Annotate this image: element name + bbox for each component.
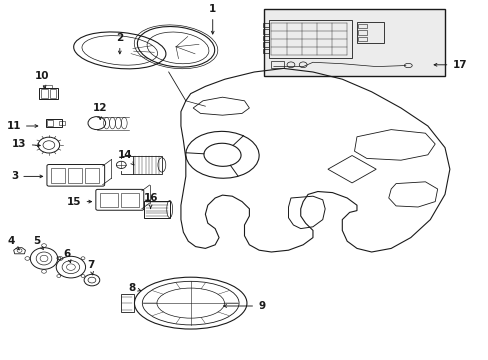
Text: 16: 16 <box>143 193 158 208</box>
Text: 10: 10 <box>34 71 49 88</box>
Bar <box>268 20 351 58</box>
Bar <box>358 30 366 35</box>
Bar <box>121 193 139 207</box>
Bar <box>85 168 99 183</box>
Bar <box>121 294 134 312</box>
Bar <box>41 89 48 98</box>
Text: 14: 14 <box>117 150 134 165</box>
Text: 11: 11 <box>6 121 38 131</box>
Text: 17: 17 <box>433 60 466 70</box>
Bar <box>50 89 56 98</box>
Bar <box>144 201 169 218</box>
Bar <box>46 119 62 127</box>
Bar <box>263 36 268 40</box>
Bar <box>100 193 118 207</box>
Bar <box>263 29 268 34</box>
Text: 2: 2 <box>116 33 123 54</box>
Bar <box>271 61 283 68</box>
Text: 15: 15 <box>67 197 91 207</box>
Bar <box>264 9 444 76</box>
Bar <box>358 24 366 28</box>
Bar <box>133 156 162 174</box>
Bar <box>263 49 268 53</box>
Text: 7: 7 <box>86 260 94 275</box>
Bar <box>43 85 52 88</box>
Text: 5: 5 <box>33 236 43 249</box>
Text: 9: 9 <box>224 301 264 311</box>
Bar <box>47 120 53 126</box>
Bar <box>39 88 58 99</box>
Bar <box>59 121 64 125</box>
Text: 4: 4 <box>7 236 19 250</box>
Text: 12: 12 <box>93 103 107 120</box>
Bar <box>263 23 268 27</box>
Bar <box>51 168 65 183</box>
Text: 1: 1 <box>209 4 216 34</box>
Bar <box>263 42 268 47</box>
Text: 3: 3 <box>11 171 42 181</box>
Text: 8: 8 <box>128 283 141 293</box>
Text: 6: 6 <box>64 249 71 262</box>
Bar <box>68 168 82 183</box>
Bar <box>358 37 366 41</box>
Text: 13: 13 <box>12 139 40 149</box>
Bar <box>356 22 383 43</box>
